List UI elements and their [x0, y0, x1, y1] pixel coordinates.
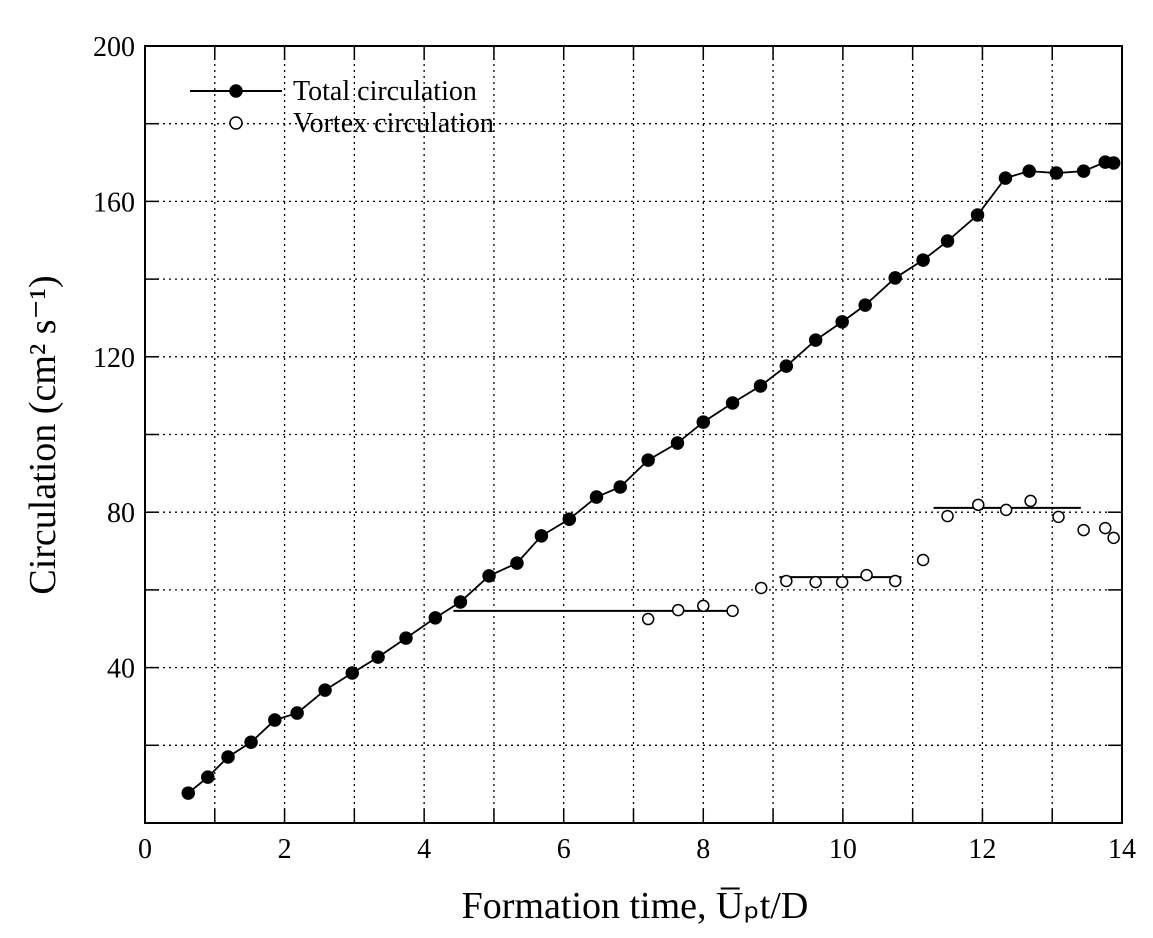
data-point	[888, 271, 902, 285]
data-point	[726, 604, 739, 618]
legend-marker	[229, 116, 243, 130]
data-point	[482, 569, 496, 583]
data-point	[562, 512, 577, 526]
data-point	[1076, 164, 1091, 178]
data-point	[534, 529, 549, 543]
data-point	[670, 436, 685, 450]
data-point	[221, 750, 235, 764]
data-point	[1024, 494, 1037, 508]
data-point	[510, 556, 524, 570]
data-point	[318, 683, 332, 697]
data-point	[1099, 521, 1112, 535]
data-point	[1077, 523, 1090, 537]
data-point	[399, 631, 413, 645]
data-point	[1107, 531, 1120, 545]
data-point	[808, 333, 823, 347]
data-point	[290, 706, 304, 720]
data-point	[371, 650, 385, 664]
data-point	[753, 379, 768, 393]
data-point	[1022, 164, 1036, 178]
data-point	[181, 786, 196, 800]
data-point	[835, 315, 849, 329]
y-tick-label: 160	[93, 187, 135, 218]
data-point	[725, 396, 740, 410]
data-point	[835, 575, 849, 589]
data-point	[641, 453, 655, 467]
x-tick-label: 6	[557, 834, 571, 865]
data-point	[453, 595, 468, 609]
legend-label: Total circulation	[293, 76, 477, 107]
data-point	[268, 713, 282, 727]
data-point	[780, 574, 793, 588]
data-point	[613, 480, 627, 494]
legend-label: Vortex circulation	[293, 108, 494, 139]
data-point	[428, 611, 443, 625]
data-point	[671, 603, 685, 617]
y-tick-label: 200	[93, 32, 135, 63]
data-point	[1106, 156, 1121, 170]
data-point	[916, 553, 930, 567]
data-point	[860, 568, 873, 582]
data-point	[916, 253, 930, 267]
x-axis-title: Formation time, U̅ₚt/D	[462, 885, 809, 927]
data-point	[999, 503, 1013, 517]
x-tick-label: 12	[968, 834, 996, 865]
data-point	[809, 575, 822, 589]
data-point	[345, 666, 360, 680]
data-point	[201, 770, 215, 784]
data-point	[940, 234, 955, 248]
data-point	[589, 490, 604, 504]
data-point	[754, 581, 768, 595]
series-line	[187, 161, 1114, 794]
data-point	[970, 208, 985, 222]
x-tick-label: 2	[278, 834, 292, 865]
x-tick-label: 14	[1108, 834, 1136, 865]
data-point	[641, 612, 655, 626]
x-tick-label: 4	[417, 834, 431, 865]
x-tick-label: 0	[138, 834, 152, 865]
y-axis-title: Circulation (cm² s⁻¹)	[22, 275, 64, 594]
data-point	[971, 498, 985, 512]
y-tick-label: 40	[107, 654, 135, 685]
y-tick-label: 120	[93, 343, 135, 374]
data-point	[1049, 166, 1064, 180]
data-point	[941, 509, 954, 523]
data-point	[888, 574, 902, 588]
data-point	[244, 735, 258, 749]
data-point	[779, 359, 794, 373]
data-point	[998, 171, 1013, 185]
legend-marker	[229, 84, 243, 98]
data-point	[1052, 510, 1065, 524]
data-point	[858, 298, 872, 312]
plot-frame	[144, 45, 1123, 824]
data-point	[697, 599, 710, 613]
data-point	[696, 415, 711, 429]
x-tick-label: 10	[829, 834, 857, 865]
y-tick-label: 80	[107, 498, 135, 529]
x-tick-label: 8	[696, 834, 710, 865]
